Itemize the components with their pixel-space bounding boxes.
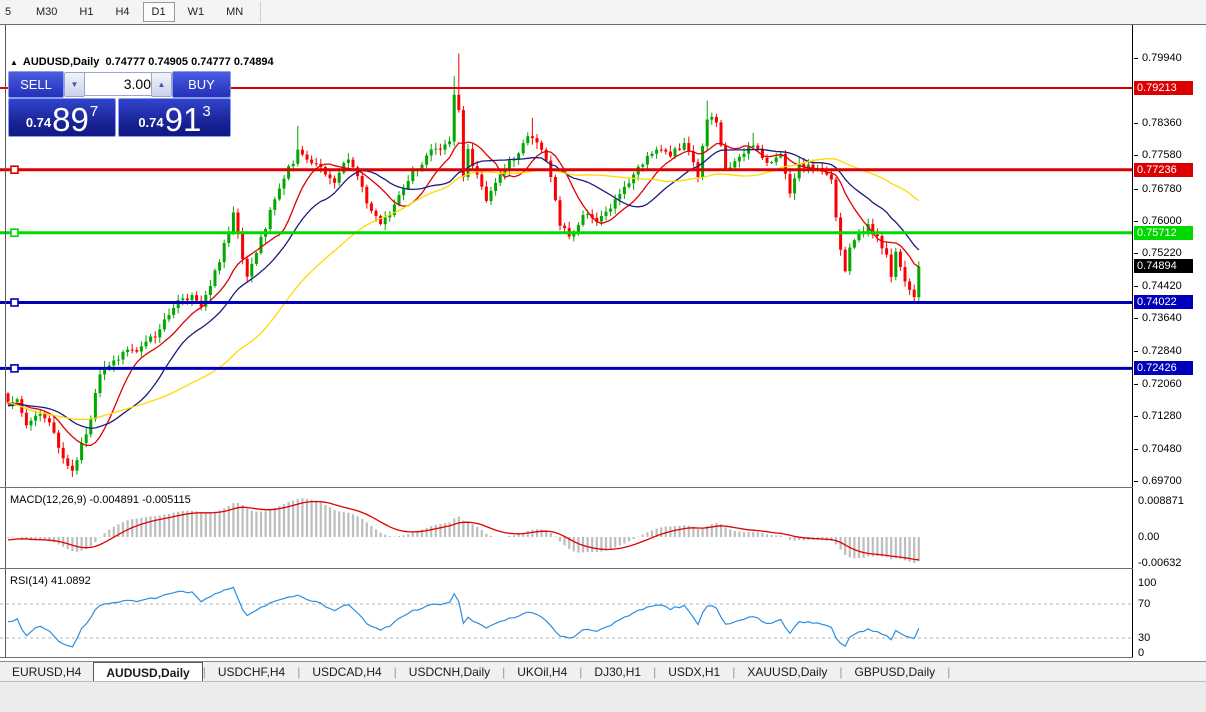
chart-title: ▲ AUDUSD,Daily 0.74777 0.74905 0.74777 0.…	[10, 56, 274, 68]
collapse-icon[interactable]: ▲	[10, 58, 18, 67]
tab-XAUUSD-Daily[interactable]: XAUUSD,Daily	[747, 665, 828, 679]
macd-panel[interactable]	[0, 489, 1133, 568]
tab-separator: |	[297, 665, 301, 679]
price-tick: 0.76000	[1134, 215, 1182, 228]
chart-window: ▲ AUDUSD,Daily 0.74777 0.74905 0.74777 0.…	[0, 25, 1206, 686]
macd-axis-label: -0.00632	[1138, 557, 1182, 569]
tab-DJ30-H1[interactable]: DJ30,H1	[594, 665, 642, 679]
rsi-axis-label: 70	[1138, 598, 1151, 610]
price-tick: 0.77580	[1134, 149, 1182, 162]
sell-price-pip: 7	[89, 103, 99, 120]
medium-ma	[7, 148, 920, 430]
price-tick: 0.72840	[1134, 345, 1182, 358]
toolbar-separator	[260, 2, 262, 22]
tab-separator: |	[732, 665, 736, 679]
volume-decrease-button[interactable]: ▼	[64, 72, 85, 97]
tab-USDCNH-Daily[interactable]: USDCNH,Daily	[408, 665, 491, 679]
tab-separator: |	[839, 665, 843, 679]
volume-input[interactable]: 3.00	[84, 72, 158, 96]
quote-values: 0.74777 0.74905 0.74777 0.74894	[105, 56, 274, 68]
line-handle	[10, 228, 19, 237]
line-handle	[10, 165, 19, 174]
axis-frame	[1132, 25, 1133, 658]
price-tick: 0.74420	[1134, 280, 1182, 293]
price-tick: 0.71280	[1134, 410, 1182, 423]
tab-AUDUSD-Daily[interactable]: AUDUSD,Daily	[93, 662, 203, 682]
tab-separator: |	[502, 665, 506, 679]
line-price-label: 0.72426	[1134, 361, 1193, 375]
timeframe-M30[interactable]: M30	[36, 6, 58, 18]
timeframe-MN[interactable]: MN	[226, 6, 244, 18]
sell-button[interactable]: SELL	[8, 71, 64, 98]
timeframe-W1[interactable]: W1	[187, 6, 205, 18]
sell-price-prefix: 0.74	[25, 115, 52, 130]
tab-separator: |	[202, 665, 206, 679]
chart-tab-bar: EURUSD,H4 AUDUSD,Daily | USDCHF,H4 | USDCAD,H…	[0, 661, 1206, 682]
buy-price-prefix: 0.74	[138, 115, 164, 130]
macd-rsi-separator[interactable]	[0, 568, 1133, 569]
price-tick: 0.69700	[1134, 475, 1182, 488]
left-frame	[5, 25, 6, 658]
rsi-dates-separator	[0, 657, 1133, 658]
rsi-axis-label: 30	[1138, 632, 1151, 644]
tab-separator: |	[393, 665, 397, 679]
symbol-label: AUDUSD,Daily	[22, 56, 100, 68]
price-tick: 0.70480	[1134, 443, 1182, 456]
macd-label: MACD(12,26,9) -0.004891 -0.005115	[10, 494, 191, 506]
tab-EURUSD-H4[interactable]: EURUSD,H4	[12, 665, 82, 679]
tab-GBPUSD-Daily[interactable]: GBPUSD,Daily	[854, 665, 936, 679]
buy-price-pip: 3	[202, 103, 211, 120]
main-macd-separator[interactable]	[0, 487, 1133, 488]
buy-button[interactable]: BUY	[172, 71, 231, 98]
price-tick: 0.73640	[1134, 312, 1182, 325]
timeframe-H1[interactable]: H1	[79, 6, 94, 18]
tab-UKOil-H4[interactable]: UKOil,H4	[517, 665, 568, 679]
price-tick: 0.76780	[1134, 183, 1182, 196]
price-tick: 0.72060	[1134, 378, 1182, 391]
tab-USDX-H1[interactable]: USDX,H1	[668, 665, 721, 679]
line-price-label: 0.74022	[1134, 295, 1193, 309]
macd-axis-label: 0.008871	[1138, 495, 1184, 507]
tab-separator: |	[653, 665, 657, 679]
sell-price-main: 89	[52, 101, 89, 138]
macd-axis-label: 0.00	[1138, 531, 1160, 543]
one-click-trading-panel: SELL ▼ 3.00 ▲ BUY 0.74 89 7 0.74 91 3	[8, 71, 231, 137]
timeframe-5[interactable]: 5	[5, 6, 12, 18]
rsi-axis-label: 0	[1138, 647, 1145, 659]
tab-USDCHF-H4[interactable]: USDCHF,H4	[217, 665, 286, 679]
line-price-label: 0.79213	[1134, 81, 1193, 95]
line-price-label: 0.75712	[1134, 226, 1193, 240]
macd-signal-line	[7, 500, 919, 561]
tab-separator: |	[579, 665, 583, 679]
rsi-label: RSI(14) 41.0892	[10, 575, 91, 587]
line-price-label: 0.77236	[1134, 163, 1193, 177]
rsi-panel[interactable]	[0, 570, 1133, 658]
timeframe-D1[interactable]: D1	[142, 2, 175, 22]
line-handle	[10, 298, 19, 307]
fast-ma	[7, 141, 920, 447]
current-price-label: 0.74894	[1134, 259, 1193, 273]
line-handle	[10, 364, 19, 373]
rsi-line	[7, 586, 920, 648]
timeframe-H4[interactable]: H4	[115, 6, 130, 18]
tab-USDCAD-H4[interactable]: USDCAD,H4	[312, 665, 382, 679]
window-bottom-strip	[0, 681, 1206, 712]
timeframe-toolbar: 5 M30 H1 H4 D1 W1 MN	[0, 0, 1206, 25]
buy-price-main: 91	[164, 101, 202, 138]
buy-price-cell[interactable]: 0.74 91 3	[118, 98, 231, 137]
volume-increase-button[interactable]: ▲	[151, 72, 172, 97]
tab-separator: |	[947, 665, 951, 679]
price-tick: 0.75220	[1134, 247, 1182, 260]
price-tick: 0.78360	[1134, 117, 1182, 130]
sell-price-cell[interactable]: 0.74 89 7	[8, 98, 116, 137]
slow-ma	[7, 157, 920, 420]
rsi-axis-label: 100	[1138, 577, 1157, 589]
price-tick: 0.79940	[1134, 52, 1182, 65]
